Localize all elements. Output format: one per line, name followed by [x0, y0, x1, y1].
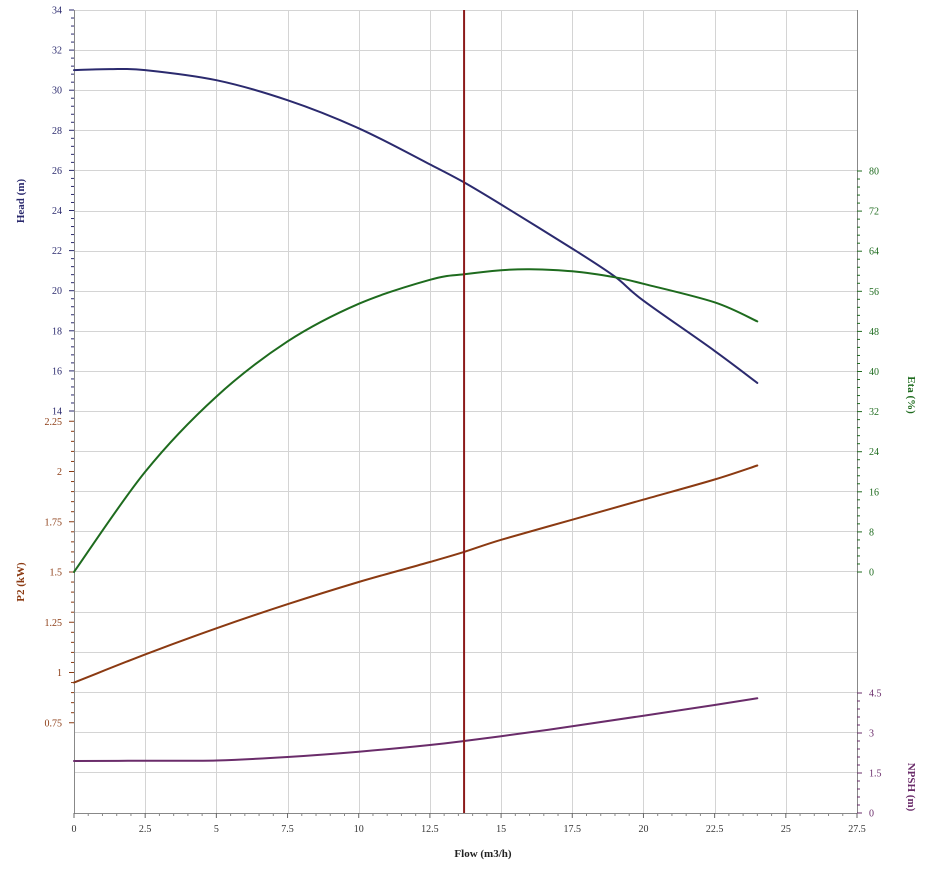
x-tick-label: 27.5	[848, 824, 866, 835]
p2-tick-label: 1	[57, 668, 62, 679]
head-tick-label: 30	[52, 86, 62, 97]
axis-titles: Flow (m3/h) Head (m) P2 (kW) Eta (%) NPSH (m…	[15, 179, 917, 860]
x-tick-label: 17.5	[564, 824, 582, 835]
p2-tick-label: 1.5	[50, 568, 63, 579]
head-tick-label: 14	[52, 407, 62, 418]
eta-tick-label: 72	[869, 207, 879, 218]
x-tick-label: 0	[72, 824, 77, 835]
head-tick-label: 16	[52, 366, 62, 377]
eta-tick-label: 32	[869, 407, 879, 418]
x-tick-label: 5	[214, 824, 219, 835]
head-tick-label: 34	[52, 6, 62, 17]
npsh-tick-label: 3	[869, 729, 874, 740]
x-tick-label: 7.5	[281, 824, 294, 835]
head-tick-label: 18	[52, 326, 62, 337]
p2-tick-label: 2	[57, 467, 62, 478]
head-tick-label: 22	[52, 246, 62, 257]
grid	[74, 10, 858, 813]
x-tick-label: 20	[638, 824, 648, 835]
eta-tick-label: 48	[869, 327, 879, 338]
npsh-axis-title: NPSH (m)	[905, 763, 917, 812]
x-tick-label: 2.5	[139, 824, 152, 835]
x-tick-label: 15	[496, 824, 506, 835]
x-tick-label: 10	[354, 824, 364, 835]
eta-tick-label: 8	[869, 527, 874, 538]
eta-tick-label: 56	[869, 287, 879, 298]
eta-axis-title: Eta (%)	[905, 376, 917, 414]
head-tick-label: 32	[52, 46, 62, 57]
head-tick-label: 24	[52, 206, 62, 217]
eta-tick-label: 80	[869, 167, 879, 178]
eta-tick-label: 24	[869, 447, 879, 458]
x-axis-title: Flow (m3/h)	[454, 848, 511, 860]
head-curve	[73, 67, 759, 384]
npsh-tick-label: 4.5	[869, 689, 882, 700]
eta-tick-label: 0	[869, 568, 874, 579]
head-tick-label: 28	[52, 126, 62, 137]
head-axis-title: Head (m)	[15, 179, 27, 224]
series	[73, 67, 759, 762]
axes: 0 2.5 5 7.5 10 12.5 15 17.5 20 22.5 25 27.514161820…	[45, 6, 882, 836]
head-tick-label: 26	[52, 166, 62, 177]
p2-axis-title: P2 (kW)	[15, 562, 27, 602]
npsh-tick-label: 0	[869, 809, 874, 820]
x-tick-label: 12.5	[421, 824, 439, 835]
eta-curve	[73, 268, 759, 573]
p2-tick-label: 2.25	[45, 417, 63, 428]
p2-tick-label: 1.25	[45, 618, 63, 629]
x-tick-label: 22.5	[706, 824, 724, 835]
x-tick-label: 25	[781, 824, 791, 835]
npsh-curve	[73, 697, 759, 762]
eta-tick-label: 16	[869, 487, 879, 498]
p2-tick-label: 0.75	[45, 718, 63, 729]
eta-tick-label: 64	[869, 247, 879, 258]
head-tick-label: 20	[52, 286, 62, 297]
npsh-tick-label: 1.5	[869, 769, 882, 780]
p2-tick-label: 1.75	[45, 517, 63, 528]
p2-curve	[73, 464, 759, 684]
eta-tick-label: 40	[869, 367, 879, 378]
